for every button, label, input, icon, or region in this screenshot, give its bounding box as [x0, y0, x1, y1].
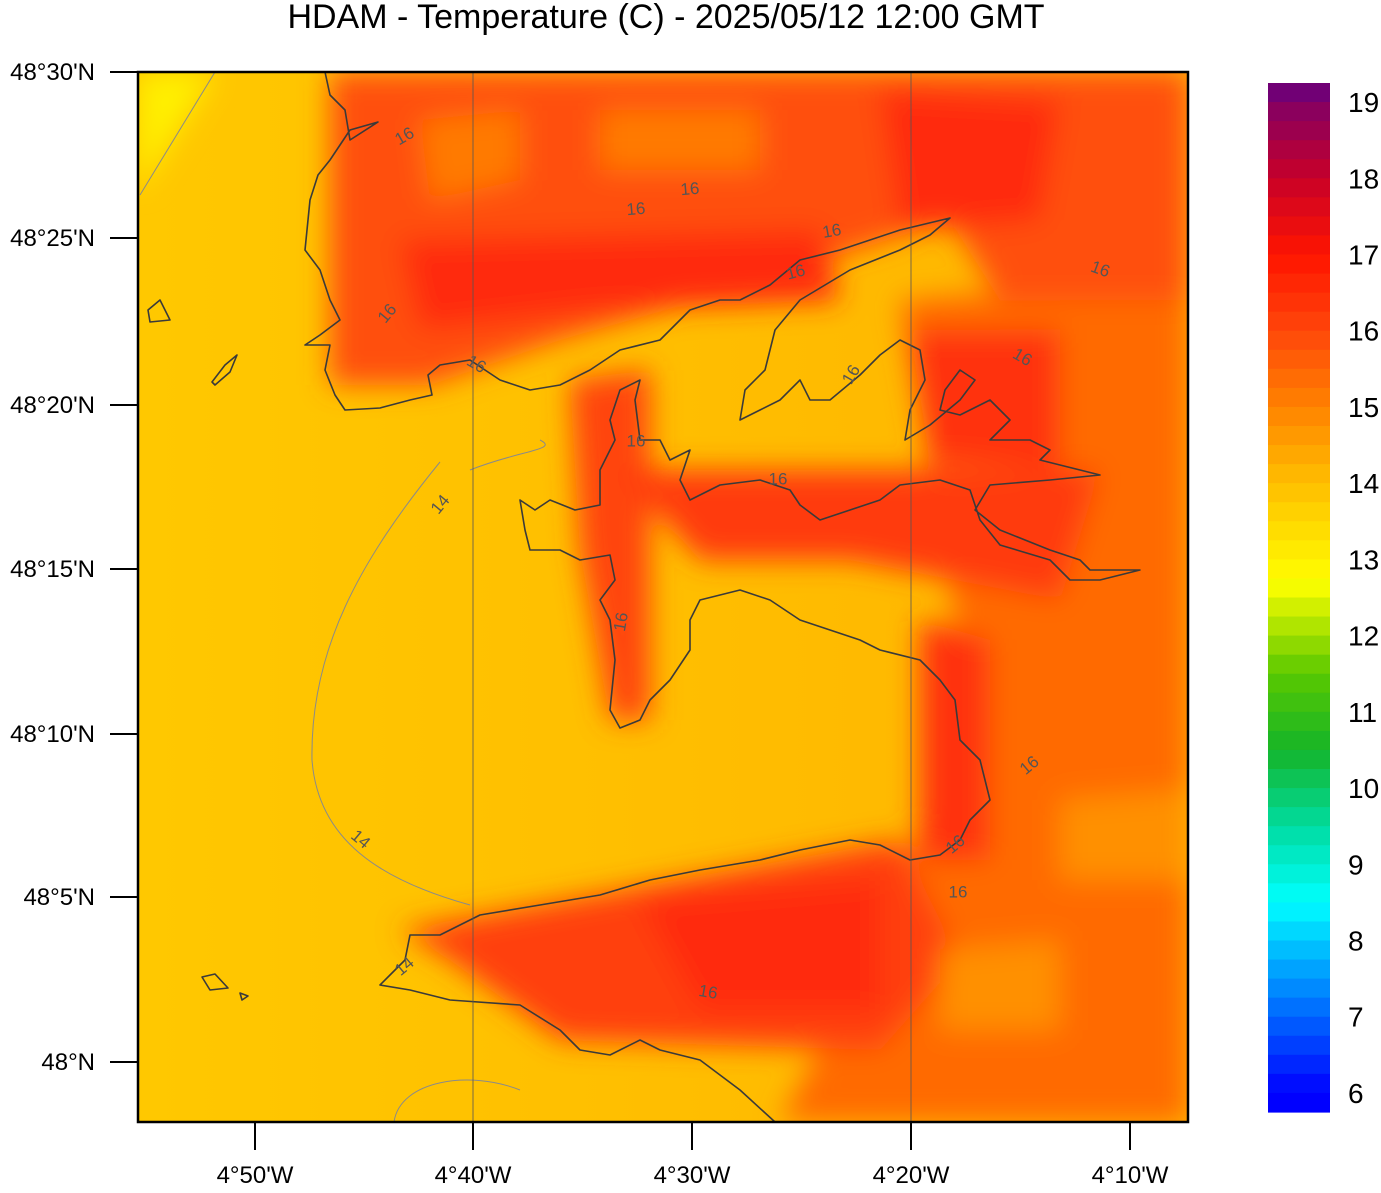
contour-label: 16 [784, 260, 807, 283]
lon-tick-label: 4°20'W [873, 1162, 950, 1188]
lat-tick-label: 48°30'N [10, 59, 95, 86]
colorbar-band [1268, 578, 1330, 599]
lon-tick-label: 4°40'W [435, 1162, 512, 1188]
contour-label: 16 [627, 431, 646, 450]
lat-tick-label: 48°10'N [10, 721, 95, 748]
plot-frame [136, 70, 1190, 1124]
colorbar-tick-label: 7 [1348, 1002, 1364, 1033]
colorbar-band [1268, 330, 1330, 351]
colorbar-tick-label: 6 [1348, 1078, 1364, 1109]
contour-label: 16 [697, 981, 719, 1003]
colorbar-band [1268, 711, 1330, 732]
lat-tick-label: 48°20'N [10, 392, 95, 419]
lon-tick-label: 4°50'W [217, 1162, 294, 1188]
contour-label: 16 [769, 469, 788, 488]
colorbar-band [1268, 730, 1330, 751]
colorbar-band [1268, 807, 1330, 827]
colorbar-band [1268, 216, 1330, 237]
colorbar-tick-label: 18 [1348, 163, 1379, 194]
colorbar-tick-label: 11 [1348, 697, 1377, 728]
colorbar-band [1268, 159, 1330, 179]
colorbar-band [1268, 673, 1330, 694]
colorbar-band [1268, 1092, 1330, 1113]
colorbar-band [1268, 349, 1330, 370]
colorbar-band [1268, 387, 1330, 408]
colorbar-band [1268, 1016, 1330, 1037]
colorbar-band [1268, 826, 1330, 846]
colorbar-band [1268, 1035, 1330, 1056]
colorbar-tick-label: 14 [1348, 468, 1379, 499]
colorbar-band [1268, 692, 1330, 713]
colorbar-band [1268, 959, 1330, 980]
colorbar-band [1268, 635, 1330, 656]
colorbar-band [1268, 902, 1330, 923]
colorbar-tick-label: 8 [1348, 926, 1364, 957]
colorbar-band [1268, 1073, 1330, 1094]
colorbar-band [1268, 540, 1330, 560]
lat-tick-label: 48°15'N [10, 556, 95, 583]
colorbar-band [1268, 749, 1330, 770]
lat-tick-label: 48°N [41, 1049, 95, 1076]
colorbar-band [1268, 178, 1330, 198]
colorbar: 19 18 17 16 15 14 13 12 11 10 9 8 7 6 [1268, 83, 1379, 1113]
contour-label: 16 [821, 220, 843, 242]
colorbar-band [1268, 140, 1330, 160]
contour-label: 16 [610, 611, 632, 633]
colorbar-band [1268, 1054, 1330, 1075]
colorbar-band [1268, 940, 1330, 961]
colorbar-band [1268, 406, 1330, 427]
colorbar-band [1268, 368, 1330, 389]
colorbar-band [1268, 445, 1330, 465]
colorbar-band [1268, 616, 1330, 637]
colorbar-band [1268, 788, 1330, 808]
colorbar-band [1268, 997, 1330, 1018]
colorbar-band [1268, 769, 1330, 789]
colorbar-band [1268, 483, 1330, 503]
lat-tick-label: 48°25'N [10, 225, 95, 252]
lon-tick-label: 4°30'W [654, 1162, 731, 1188]
colorbar-band [1268, 978, 1330, 999]
axes: 48°30'N 48°25'N 48°20'N 48°15'N 48°10'N 48°5'… [10, 59, 1169, 1189]
colorbar-band [1268, 502, 1330, 522]
colorbar-band [1268, 121, 1330, 141]
colorbar-tick-label: 9 [1348, 849, 1364, 880]
colorbar-band [1268, 521, 1330, 541]
map-title: HDAM - Temperature (C) - 2025/05/12 12:0… [287, 0, 1044, 36]
colorbar-band [1268, 273, 1330, 294]
colorbar-band [1268, 654, 1330, 675]
colorbar-band [1268, 235, 1330, 256]
colorbar-band [1268, 426, 1330, 446]
colorbar-band [1268, 102, 1330, 122]
colorbar-band [1268, 883, 1330, 903]
colorbar-tick-label: 13 [1348, 544, 1379, 575]
colorbar-band [1268, 83, 1330, 103]
colorbar-band [1268, 311, 1330, 332]
colorbar-band [1268, 845, 1330, 865]
colorbar-tick-label: 10 [1348, 773, 1379, 804]
colorbar-band [1268, 921, 1330, 942]
colorbar-band [1268, 464, 1330, 484]
colorbar-tick-label: 15 [1348, 392, 1379, 423]
contour-label: 16 [626, 199, 647, 220]
colorbar-band [1268, 292, 1330, 313]
contour-label: 16 [680, 179, 701, 200]
colorbar-band [1268, 254, 1330, 275]
colorbar-tick-label: 17 [1348, 240, 1379, 271]
colorbar-band [1268, 864, 1330, 884]
contour-label: 16 [949, 882, 968, 901]
lat-tick-label: 48°5'N [23, 884, 95, 911]
colorbar-tick-label: 19 [1348, 87, 1379, 118]
colorbar-band [1268, 597, 1330, 618]
colorbar-tick-label: 12 [1348, 621, 1379, 652]
lon-tick-label: 4°10'W [1092, 1162, 1169, 1188]
colorbar-band [1268, 197, 1330, 217]
colorbar-band [1268, 559, 1330, 580]
colorbar-tick-label: 16 [1348, 316, 1379, 347]
